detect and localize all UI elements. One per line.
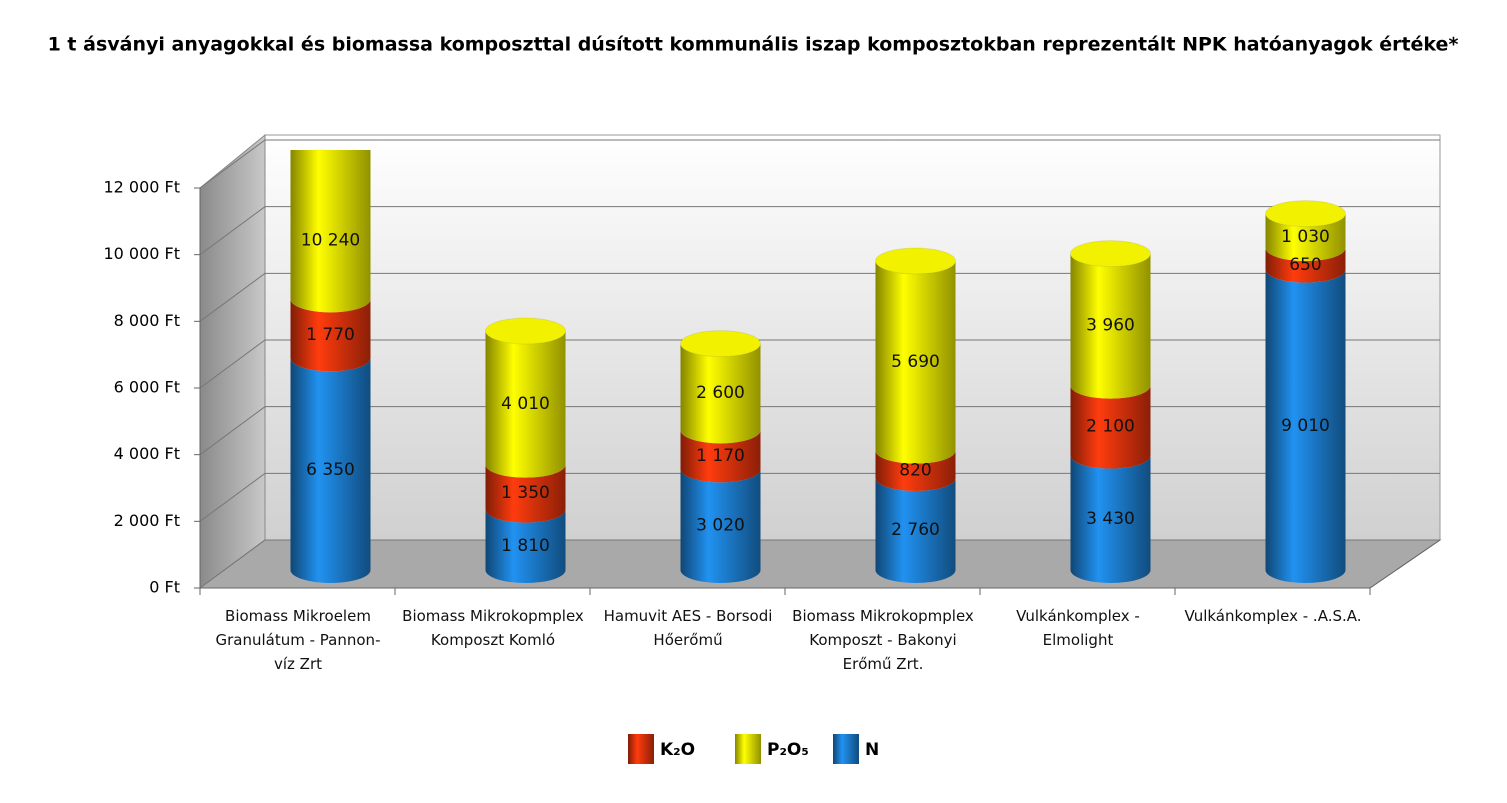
- bar-segment: [680, 343, 761, 444]
- bar-segment: [1070, 385, 1151, 469]
- bar-segment: [680, 469, 761, 584]
- bar-segment: [875, 478, 956, 584]
- value-label: 3 960: [1086, 316, 1135, 336]
- bar-segment: [1070, 253, 1151, 399]
- x-tick-label: Biomass Mikroelem Granulátum - Pannon-ví…: [215, 607, 381, 673]
- bar-segment: [875, 261, 956, 464]
- bar-segment: [485, 509, 566, 584]
- y-tick-label: 0 Ft: [149, 578, 180, 597]
- bar-segment: [1265, 269, 1346, 584]
- bar-cap: [680, 330, 761, 358]
- value-label: 2 600: [696, 383, 745, 403]
- value-label: 1 170: [696, 446, 745, 466]
- bar-segment: [290, 299, 371, 372]
- x-tick-label: Vulkánkomplex - Elmolight: [1016, 607, 1140, 649]
- value-label: 5 690: [891, 352, 940, 372]
- y-tick-label: 6 000 Ft: [114, 378, 180, 397]
- legend-swatch: [833, 734, 859, 764]
- grid-line: [199, 139, 1440, 189]
- legend-swatch: [735, 734, 761, 764]
- value-label: 3 430: [1086, 509, 1135, 529]
- grid-line: [199, 539, 1440, 589]
- back-wall: [264, 134, 1441, 541]
- bar-segment: [485, 464, 566, 523]
- value-label: 1 030: [1281, 227, 1330, 247]
- legend-label: P₂O₅: [767, 740, 809, 760]
- legend-label: K₂O: [660, 740, 695, 760]
- value-label: 6 350: [306, 460, 355, 480]
- grid-line: [199, 339, 1440, 389]
- value-label: 4 010: [501, 394, 550, 414]
- value-label: 10 240: [301, 231, 360, 251]
- bar-cap: [1070, 240, 1151, 268]
- bar-segment: [875, 450, 956, 492]
- bar-cap: [485, 317, 566, 345]
- bar-segment: [290, 150, 371, 313]
- side-wall: [199, 133, 266, 589]
- bar-segment: [680, 430, 761, 483]
- bar-cap: [1265, 200, 1346, 228]
- legend-label: N: [865, 740, 879, 760]
- x-tick-label: Hamuvit AES - Borsodi Hőerőmű: [603, 607, 773, 649]
- y-tick-label: 2 000 Ft: [114, 511, 180, 530]
- grid-line: [199, 472, 1440, 522]
- value-label: 2 760: [891, 520, 940, 540]
- value-label: 1 770: [306, 325, 355, 345]
- value-label: 2 100: [1086, 417, 1135, 437]
- floor: [198, 539, 1442, 589]
- bar-segment: [290, 358, 371, 583]
- value-label: 3 020: [696, 516, 745, 536]
- grid-line: [199, 272, 1440, 322]
- value-label: 1 350: [501, 483, 550, 503]
- bar-segment: [485, 331, 566, 478]
- y-tick-label: 8 000 Ft: [114, 311, 180, 330]
- bar-cap: [875, 247, 956, 275]
- y-tick-label: 12 000 Ft: [103, 178, 180, 197]
- y-tick-label: 10 000 Ft: [103, 244, 180, 263]
- grid-line: [199, 206, 1440, 256]
- x-tick-label: Vulkánkomplex - .A.S.A.: [1184, 607, 1362, 625]
- grid-line: [199, 406, 1440, 456]
- bar-segment: [1070, 455, 1151, 584]
- y-tick-label: 4 000 Ft: [114, 444, 180, 463]
- value-label: 9 010: [1281, 416, 1330, 436]
- value-label: 650: [1289, 255, 1321, 275]
- chart-title: 1 t ásványi anyagokkal és biomassa kompo…: [48, 34, 1459, 56]
- bar-segment: [1265, 248, 1346, 283]
- x-tick-label: Biomass Mikrokopmplex Komposzt Komló: [402, 607, 584, 649]
- x-tick-label: Biomass Mikrokopmplex Komposzt - Bakonyi…: [792, 607, 974, 673]
- value-label: 820: [899, 460, 931, 480]
- legend-swatch: [628, 734, 654, 764]
- bar-segment: [1265, 213, 1346, 261]
- value-label: 1 810: [501, 536, 550, 556]
